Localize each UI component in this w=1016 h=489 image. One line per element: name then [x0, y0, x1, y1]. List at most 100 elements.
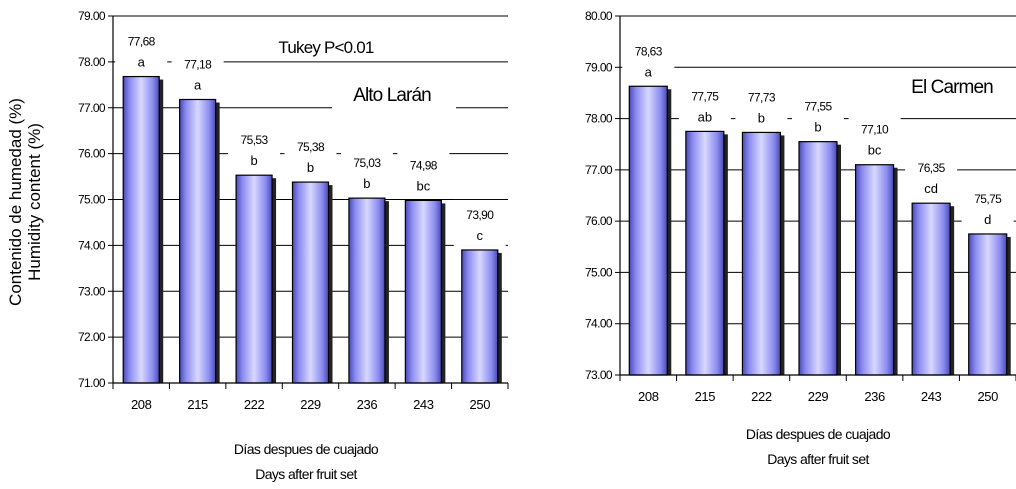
x-tick-labels: 208 215 222 229 236 243 250 — [638, 389, 998, 404]
bar-243 — [404, 199, 442, 384]
label-backdrop — [961, 183, 1014, 230]
x-axis-label-line-1: Días despues de cuajado — [234, 441, 379, 457]
label-backdrop — [905, 153, 958, 200]
value-label: 78,63 — [635, 44, 663, 58]
value-label: 76,35 — [918, 161, 946, 175]
y-tick-label: 75.00 — [585, 265, 613, 279]
value-label: 75,75 — [974, 192, 1002, 206]
site-name-alto-laran: Alto Larán — [353, 85, 431, 106]
y-tick-label: 79.00 — [585, 60, 613, 74]
bar-243 — [911, 202, 951, 376]
bars — [115, 26, 506, 384]
group-label: bc — [416, 178, 430, 193]
x-axis-label-line-1: Días despues de cuajado — [746, 426, 891, 442]
x-tick-label: 236 — [357, 397, 378, 412]
bar-215 — [685, 130, 725, 376]
tukey-annotation: Tukey P<0.01 — [278, 38, 373, 57]
y-axis-label-line-1: Contenido de humedad (%) — [6, 98, 25, 306]
x-tick-label: 208 — [131, 397, 152, 412]
value-labels: 77,68 77,18 75,53 75,38 75,03 74,98 73,90 — [128, 35, 495, 222]
site-name-el-carmen: El Carmen — [911, 77, 993, 98]
value-label: 73,90 — [466, 208, 494, 222]
group-label: b — [307, 160, 314, 175]
value-label: 77,68 — [128, 35, 156, 49]
y-tick-label: 77.00 — [585, 163, 613, 177]
group-label: bc — [868, 143, 882, 158]
group-label: ab — [698, 109, 712, 124]
value-labels: 78,63 77,75 77,73 77,55 77,10 76,35 75,75 — [635, 44, 1003, 206]
y-tick-label: 78.00 — [78, 55, 106, 69]
x-tick-label: 222 — [751, 389, 772, 404]
annotation-bg — [332, 77, 456, 109]
x-tick-label: 215 — [695, 389, 716, 404]
value-label: 77,18 — [184, 57, 212, 71]
value-label: 75,38 — [297, 140, 325, 154]
group-label: a — [194, 77, 202, 92]
y-tick-label: 74.00 — [585, 317, 613, 331]
x-tick-label: 250 — [977, 389, 998, 404]
y-tick-label: 79.00 — [78, 9, 106, 23]
axes — [108, 15, 509, 389]
bar-208 — [628, 85, 668, 376]
value-label: 77,75 — [691, 89, 719, 103]
x-tick-label: 250 — [470, 397, 491, 412]
y-tick-label: 74.00 — [78, 238, 106, 252]
label-backdrop — [228, 125, 281, 172]
bar-250 — [968, 233, 1008, 376]
x-tick-label: 236 — [864, 389, 885, 404]
y-tick-labels: 71.00 72.00 73.00 74.00 75.00 76.00 77.00 78.00… — [78, 9, 107, 390]
group-labels: a ab b b bc cd d — [645, 64, 992, 227]
label-backdrop — [735, 82, 788, 129]
label-backdrop — [792, 91, 844, 138]
y-tick-label: 71.00 — [78, 376, 106, 390]
annotation-bg — [886, 69, 1010, 101]
x-tick-label: 222 — [244, 397, 265, 412]
group-label: c — [477, 228, 484, 243]
bar-236 — [854, 164, 895, 376]
group-labels: a a b b b bc c — [138, 55, 484, 243]
group-label: d — [984, 212, 991, 227]
group-label: a — [645, 64, 653, 79]
bar-236 — [348, 197, 386, 384]
bar-222 — [235, 174, 273, 384]
label-backdrop — [340, 148, 393, 195]
y-tick-label: 78.00 — [585, 112, 613, 126]
chart-el-carmen: 73.00 74.00 75.00 76.00 77.00 78.00 79.00 80.00… — [585, 9, 1016, 467]
value-label: 77,73 — [748, 90, 776, 104]
label-backdrop — [678, 81, 731, 128]
y-tick-label: 73.00 — [78, 284, 106, 298]
bar-250 — [461, 249, 499, 384]
group-label: b — [363, 176, 370, 191]
x-tick-label: 215 — [187, 397, 208, 412]
bar-229 — [291, 181, 330, 384]
label-backdrop — [284, 132, 337, 179]
label-backdrop — [622, 36, 675, 83]
x-tick-label: 243 — [921, 389, 942, 404]
x-axis-label-line-2: Days after fruit set — [767, 451, 869, 467]
axes — [615, 15, 1016, 381]
y-tick-label: 77.00 — [78, 101, 106, 115]
group-label: a — [138, 55, 146, 70]
bar-215 — [179, 98, 217, 384]
chart-alto-laran: 71.00 72.00 73.00 74.00 75.00 76.00 77.00 78.00… — [6, 9, 509, 482]
y-tick-label: 72.00 — [78, 330, 106, 344]
annotation-bg — [212, 29, 388, 61]
group-label: cd — [924, 181, 938, 196]
x-tick-label: 208 — [638, 389, 659, 404]
y-axis-label-line-2: Humidity content (%) — [25, 123, 44, 281]
y-tick-label: 80.00 — [585, 9, 613, 23]
label-backdrop — [397, 150, 450, 197]
group-label: b — [814, 120, 821, 135]
y-tick-label: 76.00 — [78, 147, 106, 161]
x-tick-labels: 208 215 222 229 236 243 250 — [131, 397, 491, 412]
value-label: 77,55 — [804, 100, 832, 114]
value-label: 75,53 — [241, 133, 269, 147]
bar-229 — [798, 141, 838, 376]
label-backdrop — [453, 199, 506, 246]
y-tick-labels: 73.00 74.00 75.00 76.00 77.00 78.00 79.00 80.00 — [585, 9, 614, 382]
bar-208 — [122, 75, 160, 384]
group-label: b — [250, 153, 257, 168]
y-tick-label: 75.00 — [78, 193, 106, 207]
value-label: 74,98 — [410, 158, 438, 172]
x-tick-label: 229 — [300, 397, 321, 412]
